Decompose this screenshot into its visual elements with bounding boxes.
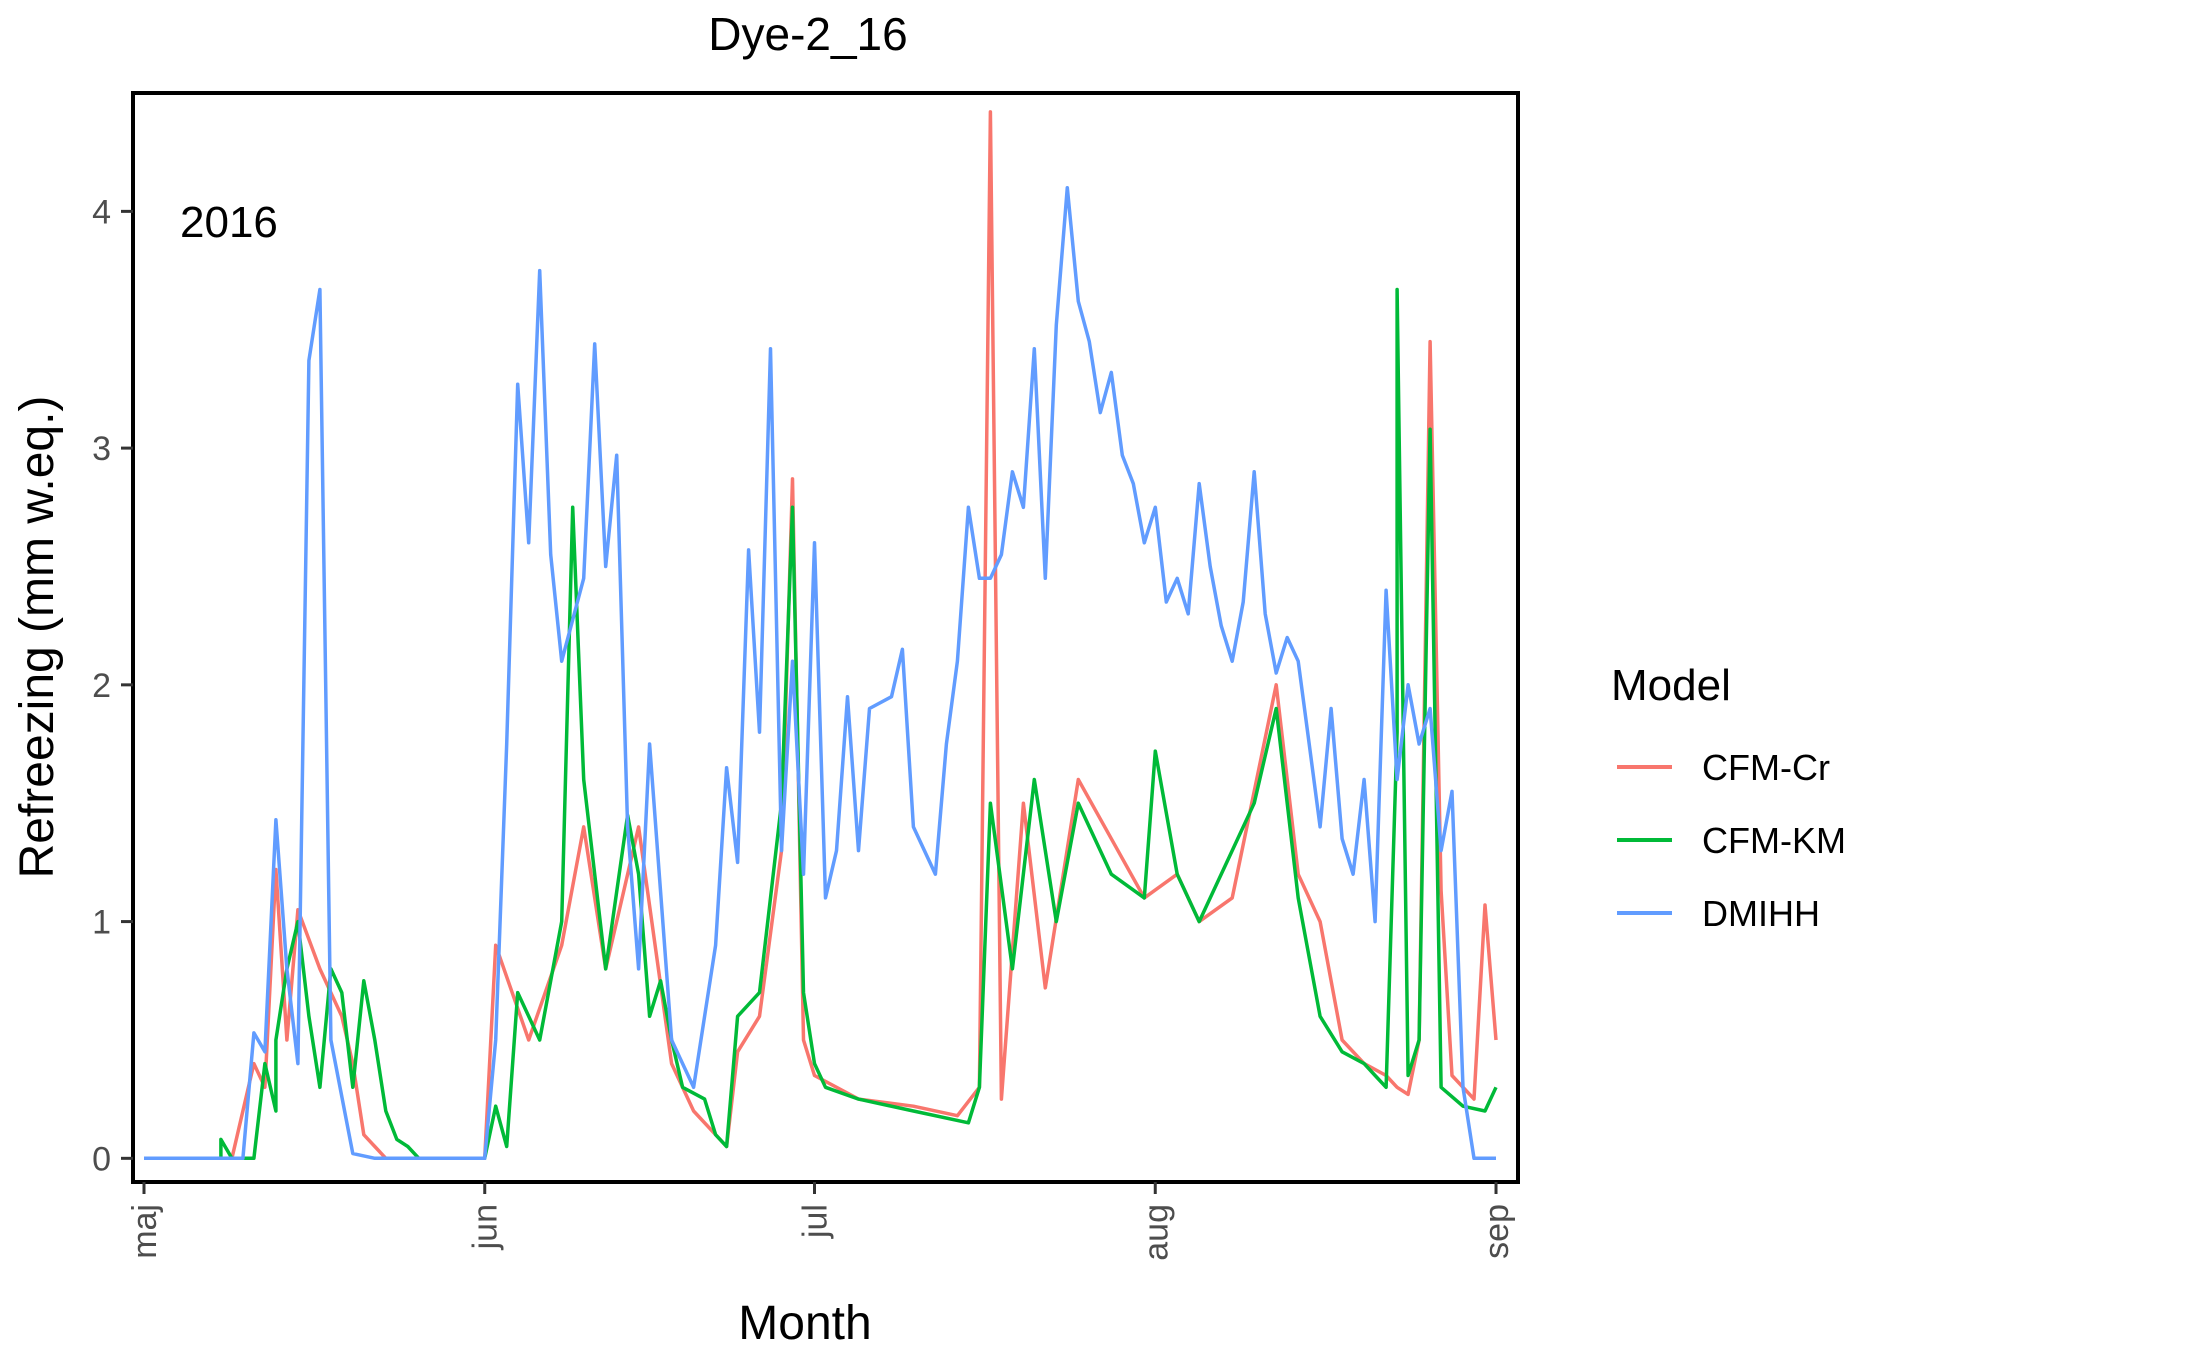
legend-label-cfm-km: CFM-KM (1702, 820, 1846, 861)
x-tick-label: jul (797, 1204, 835, 1239)
y-tick-label: 3 (92, 430, 111, 468)
legend-title: Model (1611, 661, 1731, 710)
chart-title: Dye-2_16 (708, 8, 907, 60)
series-layer (144, 110, 1498, 1161)
x-tick-label: sep (1478, 1204, 1516, 1259)
legend: Model CFM-Cr CFM-KM DMIHH (1611, 661, 1846, 934)
series-line-dmihh (144, 185, 1496, 1161)
y-axis-title: Refreezing (mm w.eq.) (11, 396, 64, 879)
y-axis: 0 1 2 3 4 (92, 193, 133, 1178)
series-line-cfm-km (144, 287, 1498, 1161)
legend-items: CFM-Cr CFM-KM DMIHH (1617, 747, 1846, 934)
x-tick-label: jun (467, 1204, 505, 1250)
y-tick-label: 1 (92, 904, 111, 942)
y-tick-label: 0 (92, 1140, 111, 1178)
x-tick-label: aug (1137, 1204, 1175, 1261)
y-tick-label: 2 (92, 667, 111, 705)
x-axis: maj jun jul aug sep (126, 1182, 1516, 1261)
x-axis-title: Month (738, 1297, 871, 1350)
x-tick-label: maj (126, 1204, 164, 1259)
year-annotation: 2016 (180, 198, 278, 247)
y-tick-label: 4 (92, 193, 111, 231)
plot-panel: 2016 (131, 91, 1520, 1184)
legend-label-cfm-cr: CFM-Cr (1702, 747, 1830, 788)
legend-label-dmihh: DMIHH (1702, 893, 1820, 934)
